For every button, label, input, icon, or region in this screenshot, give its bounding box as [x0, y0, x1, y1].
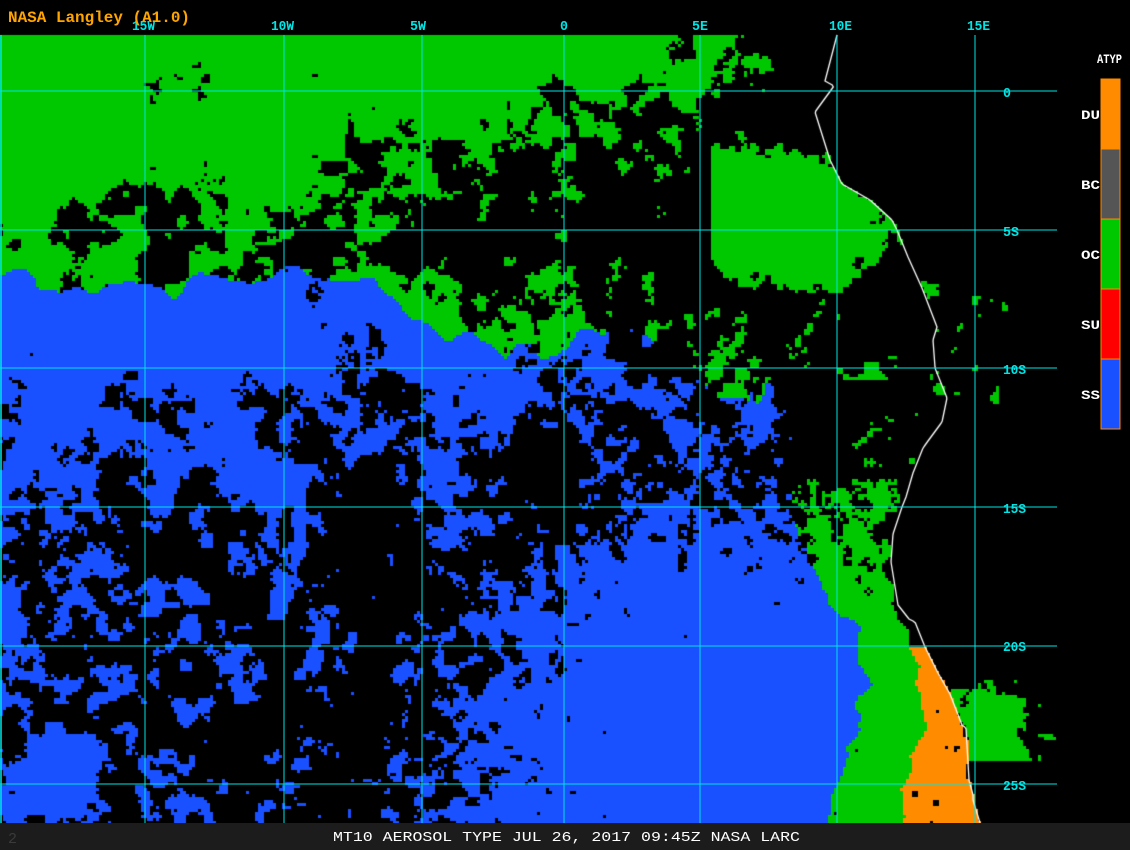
svg-text:ATYP: ATYP	[1097, 52, 1122, 67]
svg-text:10S: 10S	[1003, 363, 1026, 379]
svg-text:15E: 15E	[967, 19, 990, 35]
svg-text:10E: 10E	[829, 19, 852, 35]
svg-text:BC: BC	[1081, 178, 1100, 193]
svg-text:5S: 5S	[1003, 225, 1019, 241]
svg-text:25S: 25S	[1003, 779, 1026, 795]
svg-text:0: 0	[560, 19, 568, 35]
svg-text:2: 2	[8, 831, 17, 848]
svg-text:DU: DU	[1081, 108, 1100, 123]
svg-text:SU: SU	[1081, 318, 1100, 333]
svg-text:15S: 15S	[1003, 502, 1026, 518]
svg-text:NASA Langley (A1.0): NASA Langley (A1.0)	[8, 9, 190, 27]
svg-text:MT10 AEROSOL TYPE JUL 26, 2: MT10 AEROSOL TYPE JUL 26, 2017 09:45Z NA…	[333, 830, 800, 846]
svg-text:5W: 5W	[410, 19, 427, 35]
svg-text:SS: SS	[1081, 388, 1100, 403]
svg-text:10W: 10W	[271, 19, 295, 35]
svg-text:20S: 20S	[1003, 640, 1026, 656]
svg-text:OC: OC	[1081, 248, 1100, 263]
svg-text:0: 0	[1003, 86, 1011, 102]
svg-text:5E: 5E	[692, 19, 708, 35]
